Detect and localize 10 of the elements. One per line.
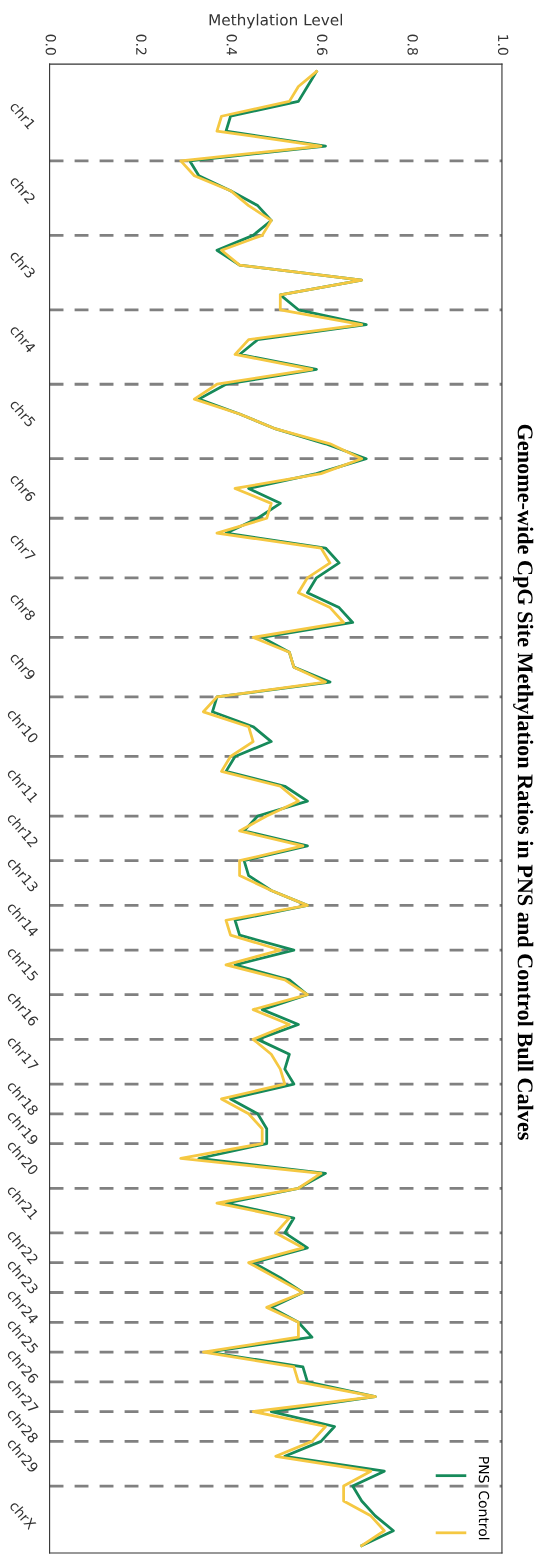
x-tick-label: 0.4	[226, 34, 238, 56]
text: Genome-wide CpG Site Methylation Ratios in PNS and Control Bull Calves	[513, 424, 534, 1140]
x-tick-label: 1.0	[497, 35, 509, 55]
x-tick-label: 0.6	[316, 34, 328, 55]
x-tick-label: 0.8	[407, 34, 418, 55]
x-tick-label: 0.2	[136, 34, 147, 55]
text: Control	[478, 1491, 490, 1540]
x-axis-title: Methylation Level	[209, 13, 343, 29]
legend-label: PNS	[478, 1457, 490, 1483]
x-tick-label: 0.0	[45, 34, 57, 55]
